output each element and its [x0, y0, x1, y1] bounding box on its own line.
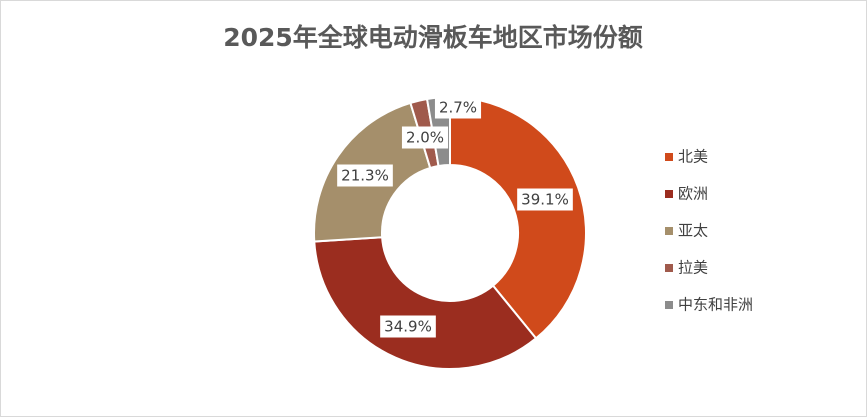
- data-label: 2.0%: [406, 129, 444, 147]
- data-label: 21.3%: [341, 167, 389, 185]
- data-label-box: [517, 188, 573, 211]
- data-label-box: [337, 164, 393, 187]
- data-label-box: [380, 315, 436, 338]
- data-label: 2.7%: [439, 99, 477, 117]
- slice: [449, 95, 587, 340]
- legend-swatch: [665, 153, 673, 161]
- legend-swatch: [665, 301, 673, 309]
- legend-swatch: [665, 227, 673, 235]
- data-label-box: [401, 126, 449, 149]
- chart-title: 2025年全球电动滑板车地区市场份额: [223, 23, 643, 52]
- data-label: 34.9%: [384, 318, 432, 336]
- legend-label: 欧洲: [678, 185, 708, 203]
- legend-label: 中东和非洲: [678, 296, 753, 314]
- legend-label: 亚太: [678, 222, 708, 240]
- legend-swatch: [665, 264, 673, 272]
- legend-label: 拉美: [678, 259, 708, 277]
- legend-label: 北美: [678, 148, 708, 166]
- data-label: 39.1%: [521, 191, 569, 209]
- slice: [313, 236, 538, 370]
- data-label-box: [434, 96, 482, 119]
- legend-swatch: [665, 190, 673, 198]
